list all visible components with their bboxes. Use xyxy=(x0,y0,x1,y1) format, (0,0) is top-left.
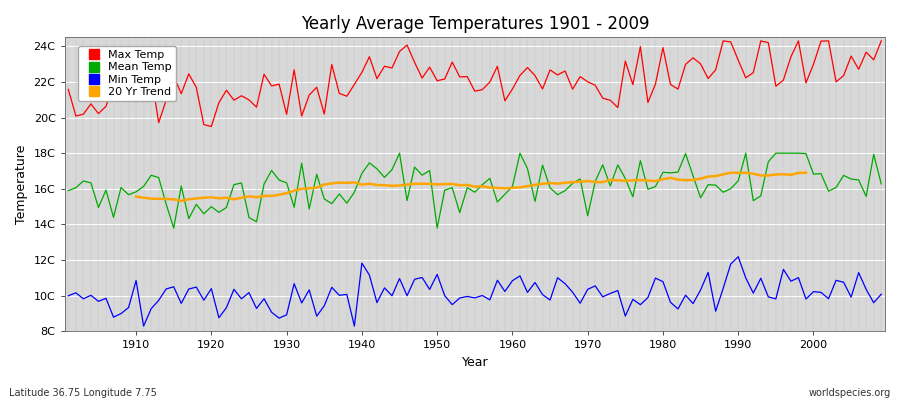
Y-axis label: Temperature: Temperature xyxy=(15,145,28,224)
Title: Yearly Average Temperatures 1901 - 2009: Yearly Average Temperatures 1901 - 2009 xyxy=(301,15,649,33)
Legend: Max Temp, Mean Temp, Min Temp, 20 Yr Trend: Max Temp, Mean Temp, Min Temp, 20 Yr Tre… xyxy=(78,46,176,101)
Text: worldspecies.org: worldspecies.org xyxy=(809,388,891,398)
X-axis label: Year: Year xyxy=(462,356,488,369)
Text: Latitude 36.75 Longitude 7.75: Latitude 36.75 Longitude 7.75 xyxy=(9,388,157,398)
